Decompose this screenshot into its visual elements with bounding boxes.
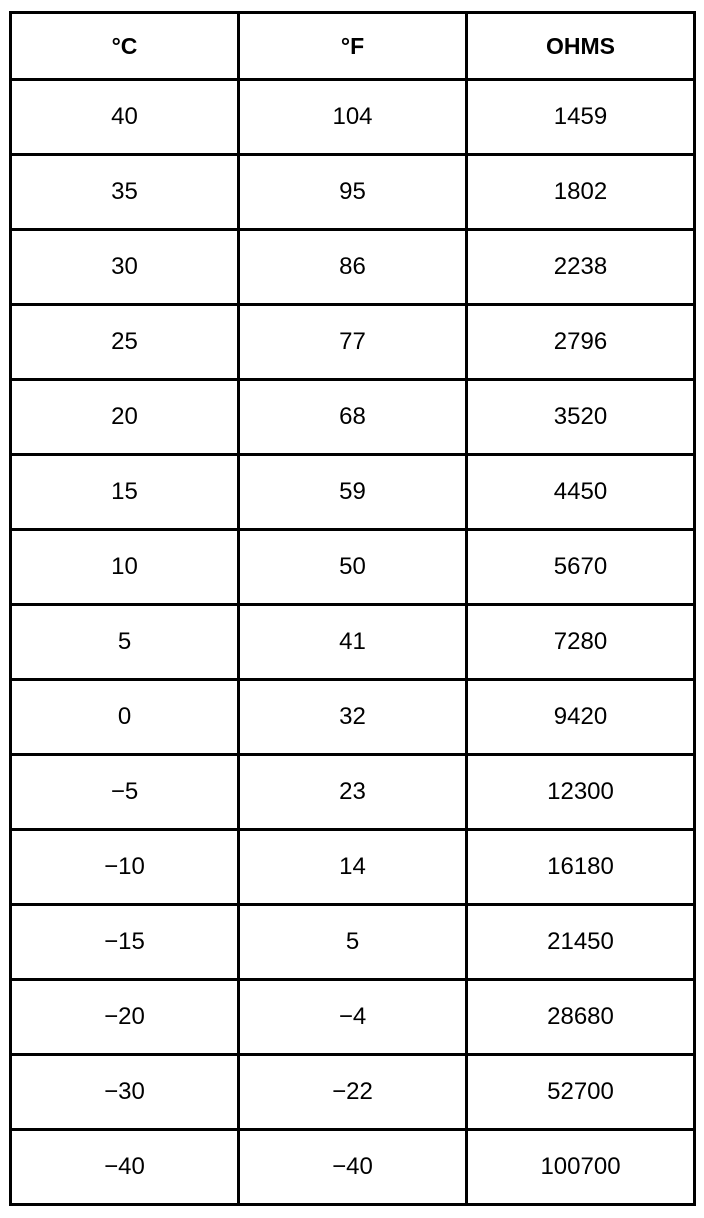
table-cell: 100700: [465, 1128, 696, 1206]
table-cell: 12300: [465, 753, 696, 831]
table-cell: −5: [9, 753, 240, 831]
table-cell: 2796: [465, 303, 696, 381]
table-cell: 1802: [465, 153, 696, 231]
table-cell: 50: [237, 528, 468, 606]
table-cell: 40: [9, 78, 240, 156]
table-cell: 9420: [465, 678, 696, 756]
table-cell: 41: [237, 603, 468, 681]
table-cell: 0: [9, 678, 240, 756]
table-cell: 5: [237, 903, 468, 981]
table-row: 30 86 2238: [9, 228, 696, 306]
table-cell: −30: [9, 1053, 240, 1131]
table-cell: 2238: [465, 228, 696, 306]
table-cell: 4450: [465, 453, 696, 531]
table-cell: 14: [237, 828, 468, 906]
table-row: −30 −22 52700: [9, 1053, 696, 1131]
table-cell: −40: [9, 1128, 240, 1206]
table-row: −15 5 21450: [9, 903, 696, 981]
table-row: 25 77 2796: [9, 303, 696, 381]
table-row: 15 59 4450: [9, 453, 696, 531]
table-row: 20 68 3520: [9, 378, 696, 456]
table-cell: 52700: [465, 1053, 696, 1131]
temperature-resistance-table: °C °F OHMS 40 104 1459 35 95 1802 30 86 2238 25 77 27…: [9, 11, 696, 1206]
table-cell: 5: [9, 603, 240, 681]
table-cell: 21450: [465, 903, 696, 981]
table-cell: 104: [237, 78, 468, 156]
header-cell: °C: [9, 11, 240, 81]
table-cell: −22: [237, 1053, 468, 1131]
table-cell: 23: [237, 753, 468, 831]
table-row: −5 23 12300: [9, 753, 696, 831]
table-cell: 7280: [465, 603, 696, 681]
table-cell: −15: [9, 903, 240, 981]
table-row: 5 41 7280: [9, 603, 696, 681]
table-cell: −40: [237, 1128, 468, 1206]
table-row: −10 14 16180: [9, 828, 696, 906]
table-row: 40 104 1459: [9, 78, 696, 156]
header-cell: OHMS: [465, 11, 696, 81]
table-cell: 28680: [465, 978, 696, 1056]
table-cell: −4: [237, 978, 468, 1056]
table-row: −40 −40 100700: [9, 1128, 696, 1206]
table-cell: 68: [237, 378, 468, 456]
table-cell: 95: [237, 153, 468, 231]
table-body: 40 104 1459 35 95 1802 30 86 2238 25 77 2796 20 68 352…: [9, 78, 696, 1206]
table-cell: 32: [237, 678, 468, 756]
table-cell: 15: [9, 453, 240, 531]
table-cell: 86: [237, 228, 468, 306]
table-row: −20 −4 28680: [9, 978, 696, 1056]
table-cell: −10: [9, 828, 240, 906]
table-cell: 59: [237, 453, 468, 531]
header-row: °C °F OHMS: [9, 11, 696, 81]
table-cell: −20: [9, 978, 240, 1056]
header-cell: °F: [237, 11, 468, 81]
table-cell: 10: [9, 528, 240, 606]
table-cell: 30: [9, 228, 240, 306]
table-cell: 3520: [465, 378, 696, 456]
table-cell: 5670: [465, 528, 696, 606]
table-cell: 1459: [465, 78, 696, 156]
table-cell: 16180: [465, 828, 696, 906]
table-row: 0 32 9420: [9, 678, 696, 756]
table-cell: 35: [9, 153, 240, 231]
table-row: 35 95 1802: [9, 153, 696, 231]
table-cell: 77: [237, 303, 468, 381]
table-cell: 20: [9, 378, 240, 456]
table-cell: 25: [9, 303, 240, 381]
table-row: 10 50 5670: [9, 528, 696, 606]
